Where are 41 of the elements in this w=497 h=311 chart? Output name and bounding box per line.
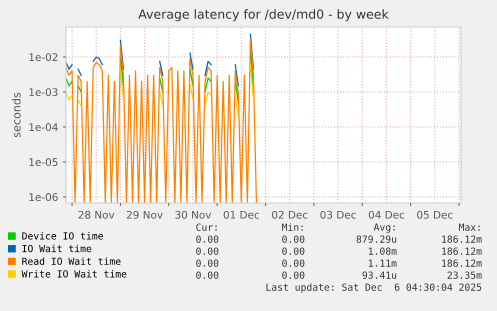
text: 879.29u — [356, 235, 396, 243]
x-tick-label: 03 Dec — [320, 210, 356, 219]
text: 0.00 — [196, 247, 218, 255]
y-axis-title: seconds — [12, 92, 21, 138]
text: 0.00 — [196, 259, 218, 267]
legend-label: Device IO time — [22, 232, 103, 240]
y-tick-label: 1e-06 — [29, 193, 58, 202]
text: Min: — [282, 223, 303, 231]
text: 0.00 — [196, 271, 218, 279]
text: 0.00 — [282, 259, 304, 267]
x-tick-label: 28 Nov — [78, 210, 114, 219]
x-tick-label: 05 Dec — [417, 210, 453, 219]
x-tick-label: 04 Dec — [368, 210, 404, 219]
text: 1.08m — [368, 247, 397, 255]
text: 23.35m — [448, 271, 482, 279]
text: Last update: Sat Dec 6 04:30:04 2025 — [266, 283, 482, 293]
text: 0.00 — [282, 247, 304, 255]
text: 186.12m — [442, 235, 482, 243]
legend-label: IO Wait time — [22, 244, 92, 252]
y-tick-label: 1e-04 — [29, 123, 58, 132]
y-tick-label: 1e-03 — [29, 88, 58, 96]
text: 1.11m — [368, 260, 397, 267]
legend-label: Write IO Wait time — [22, 270, 126, 278]
x-tick-label: 02 Dec — [272, 210, 308, 219]
y-tick-label: 1e-05 — [29, 158, 58, 166]
chart-title: Average latency for /dev/md0 - by week — [138, 9, 389, 22]
text: Max: — [458, 224, 480, 231]
text: 0.00 — [196, 235, 218, 243]
x-tick-label: 30 Nov — [175, 210, 212, 219]
legend-label: Read IO Wait time — [22, 257, 121, 265]
x-tick-label: 01 Dec — [224, 210, 260, 219]
y-tick-label: 1e-02 — [29, 53, 58, 62]
text: 93.41u — [362, 271, 396, 279]
text: 186.12m — [442, 259, 482, 267]
x-tick-label: 29 Nov — [126, 210, 163, 219]
text: 0.00 — [282, 271, 304, 279]
text: 0.00 — [282, 235, 304, 243]
text: Avg: — [374, 224, 395, 233]
text: 186.12m — [442, 247, 482, 255]
line-series — [66, 40, 258, 203]
text: Cur: — [196, 223, 217, 231]
